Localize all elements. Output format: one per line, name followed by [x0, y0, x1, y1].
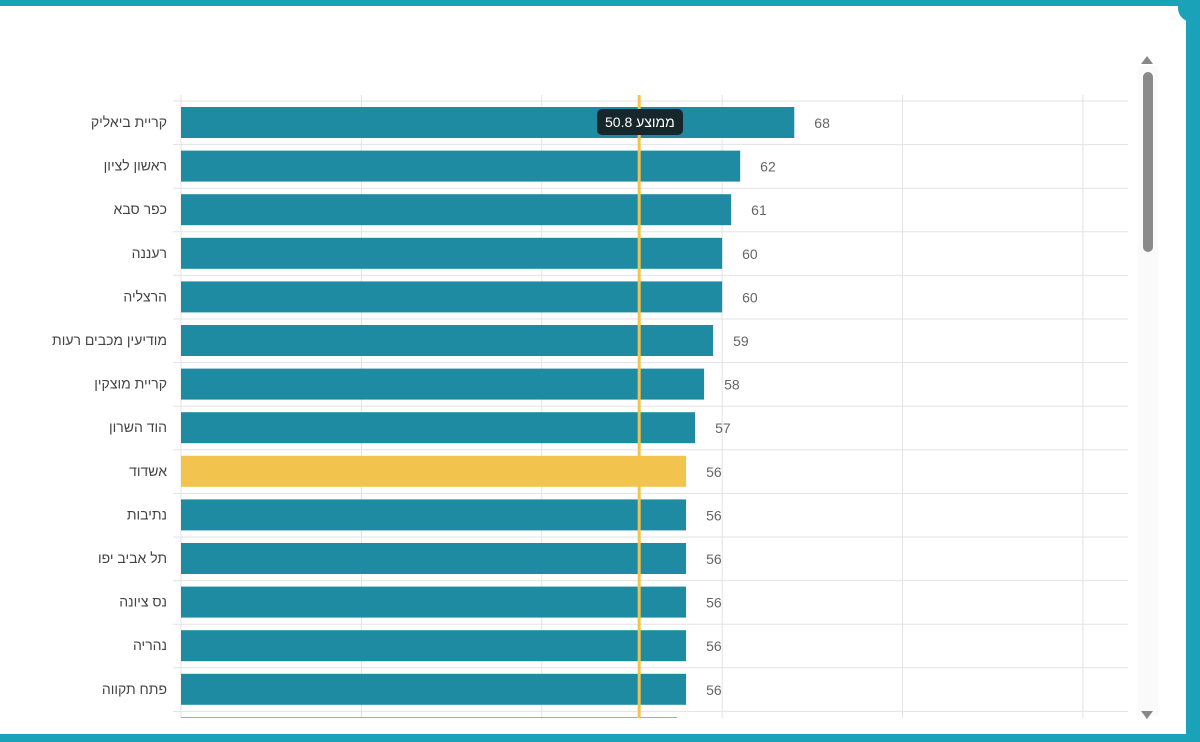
category-label: הוד השרון	[109, 419, 167, 435]
category-label: קריית ביאליק	[91, 114, 167, 130]
scrollbar-thumb[interactable]	[1143, 72, 1153, 252]
chart-card: קריית ביאליק 68 ראשון לציון 62 כפר סבא 61 רעננ…	[0, 6, 1186, 734]
scroll-down-arrow-icon[interactable]	[1141, 711, 1153, 719]
bar[interactable]	[181, 543, 687, 574]
category-label: הרצליה	[123, 288, 167, 304]
category-label: מודיעין מכבים רעות	[52, 332, 167, 348]
bar[interactable]	[181, 630, 687, 662]
value-label: 61	[751, 202, 767, 218]
value-label: 56	[706, 551, 722, 567]
value-label: 60	[742, 289, 758, 305]
average-tooltip: ממוצע 50.8	[597, 109, 683, 135]
card-corner	[1178, 0, 1200, 22]
bar[interactable]	[181, 455, 687, 487]
bar[interactable]	[181, 107, 795, 138]
bar-chart: קריית ביאליק 68 ראשון לציון 62 כפר סבא 61 רעננ…	[0, 95, 1186, 734]
value-label: 60	[742, 246, 758, 262]
bar[interactable]	[181, 150, 741, 182]
category-label: כפר סבא	[114, 201, 167, 217]
category-label: רעננה	[132, 245, 167, 261]
value-label: 57	[715, 420, 731, 436]
bar[interactable]	[181, 325, 714, 356]
value-label: 62	[760, 159, 776, 175]
category-label: קריית מוצקין	[94, 376, 167, 392]
category-label: פתח תקווה	[102, 681, 167, 697]
bar[interactable]	[181, 586, 687, 618]
bar[interactable]	[181, 412, 696, 444]
bar[interactable]	[181, 673, 687, 705]
value-label: 56	[706, 638, 722, 654]
category-label: נתיבות	[127, 506, 167, 522]
category-label: אשדוד	[129, 463, 167, 479]
value-label: 56	[706, 464, 722, 480]
bar[interactable]	[181, 237, 723, 269]
category-label: נס ציונה	[119, 594, 167, 610]
category-label: ראשון לציון	[104, 158, 167, 174]
bar[interactable]	[181, 281, 723, 313]
scroll-up-arrow-icon[interactable]	[1141, 56, 1153, 64]
bar[interactable]	[181, 194, 732, 226]
category-label: נהריה	[133, 637, 167, 653]
value-label: 59	[733, 333, 749, 349]
bar[interactable]	[181, 499, 687, 531]
chart-bottom-mask	[0, 718, 1186, 734]
category-label: תל אביב יפו	[98, 550, 167, 566]
value-label: 58	[724, 377, 740, 393]
value-label: 56	[706, 595, 722, 611]
value-label: 56	[706, 507, 722, 523]
value-label: 56	[706, 682, 722, 698]
value-label: 68	[814, 115, 830, 131]
bar[interactable]	[181, 368, 705, 400]
